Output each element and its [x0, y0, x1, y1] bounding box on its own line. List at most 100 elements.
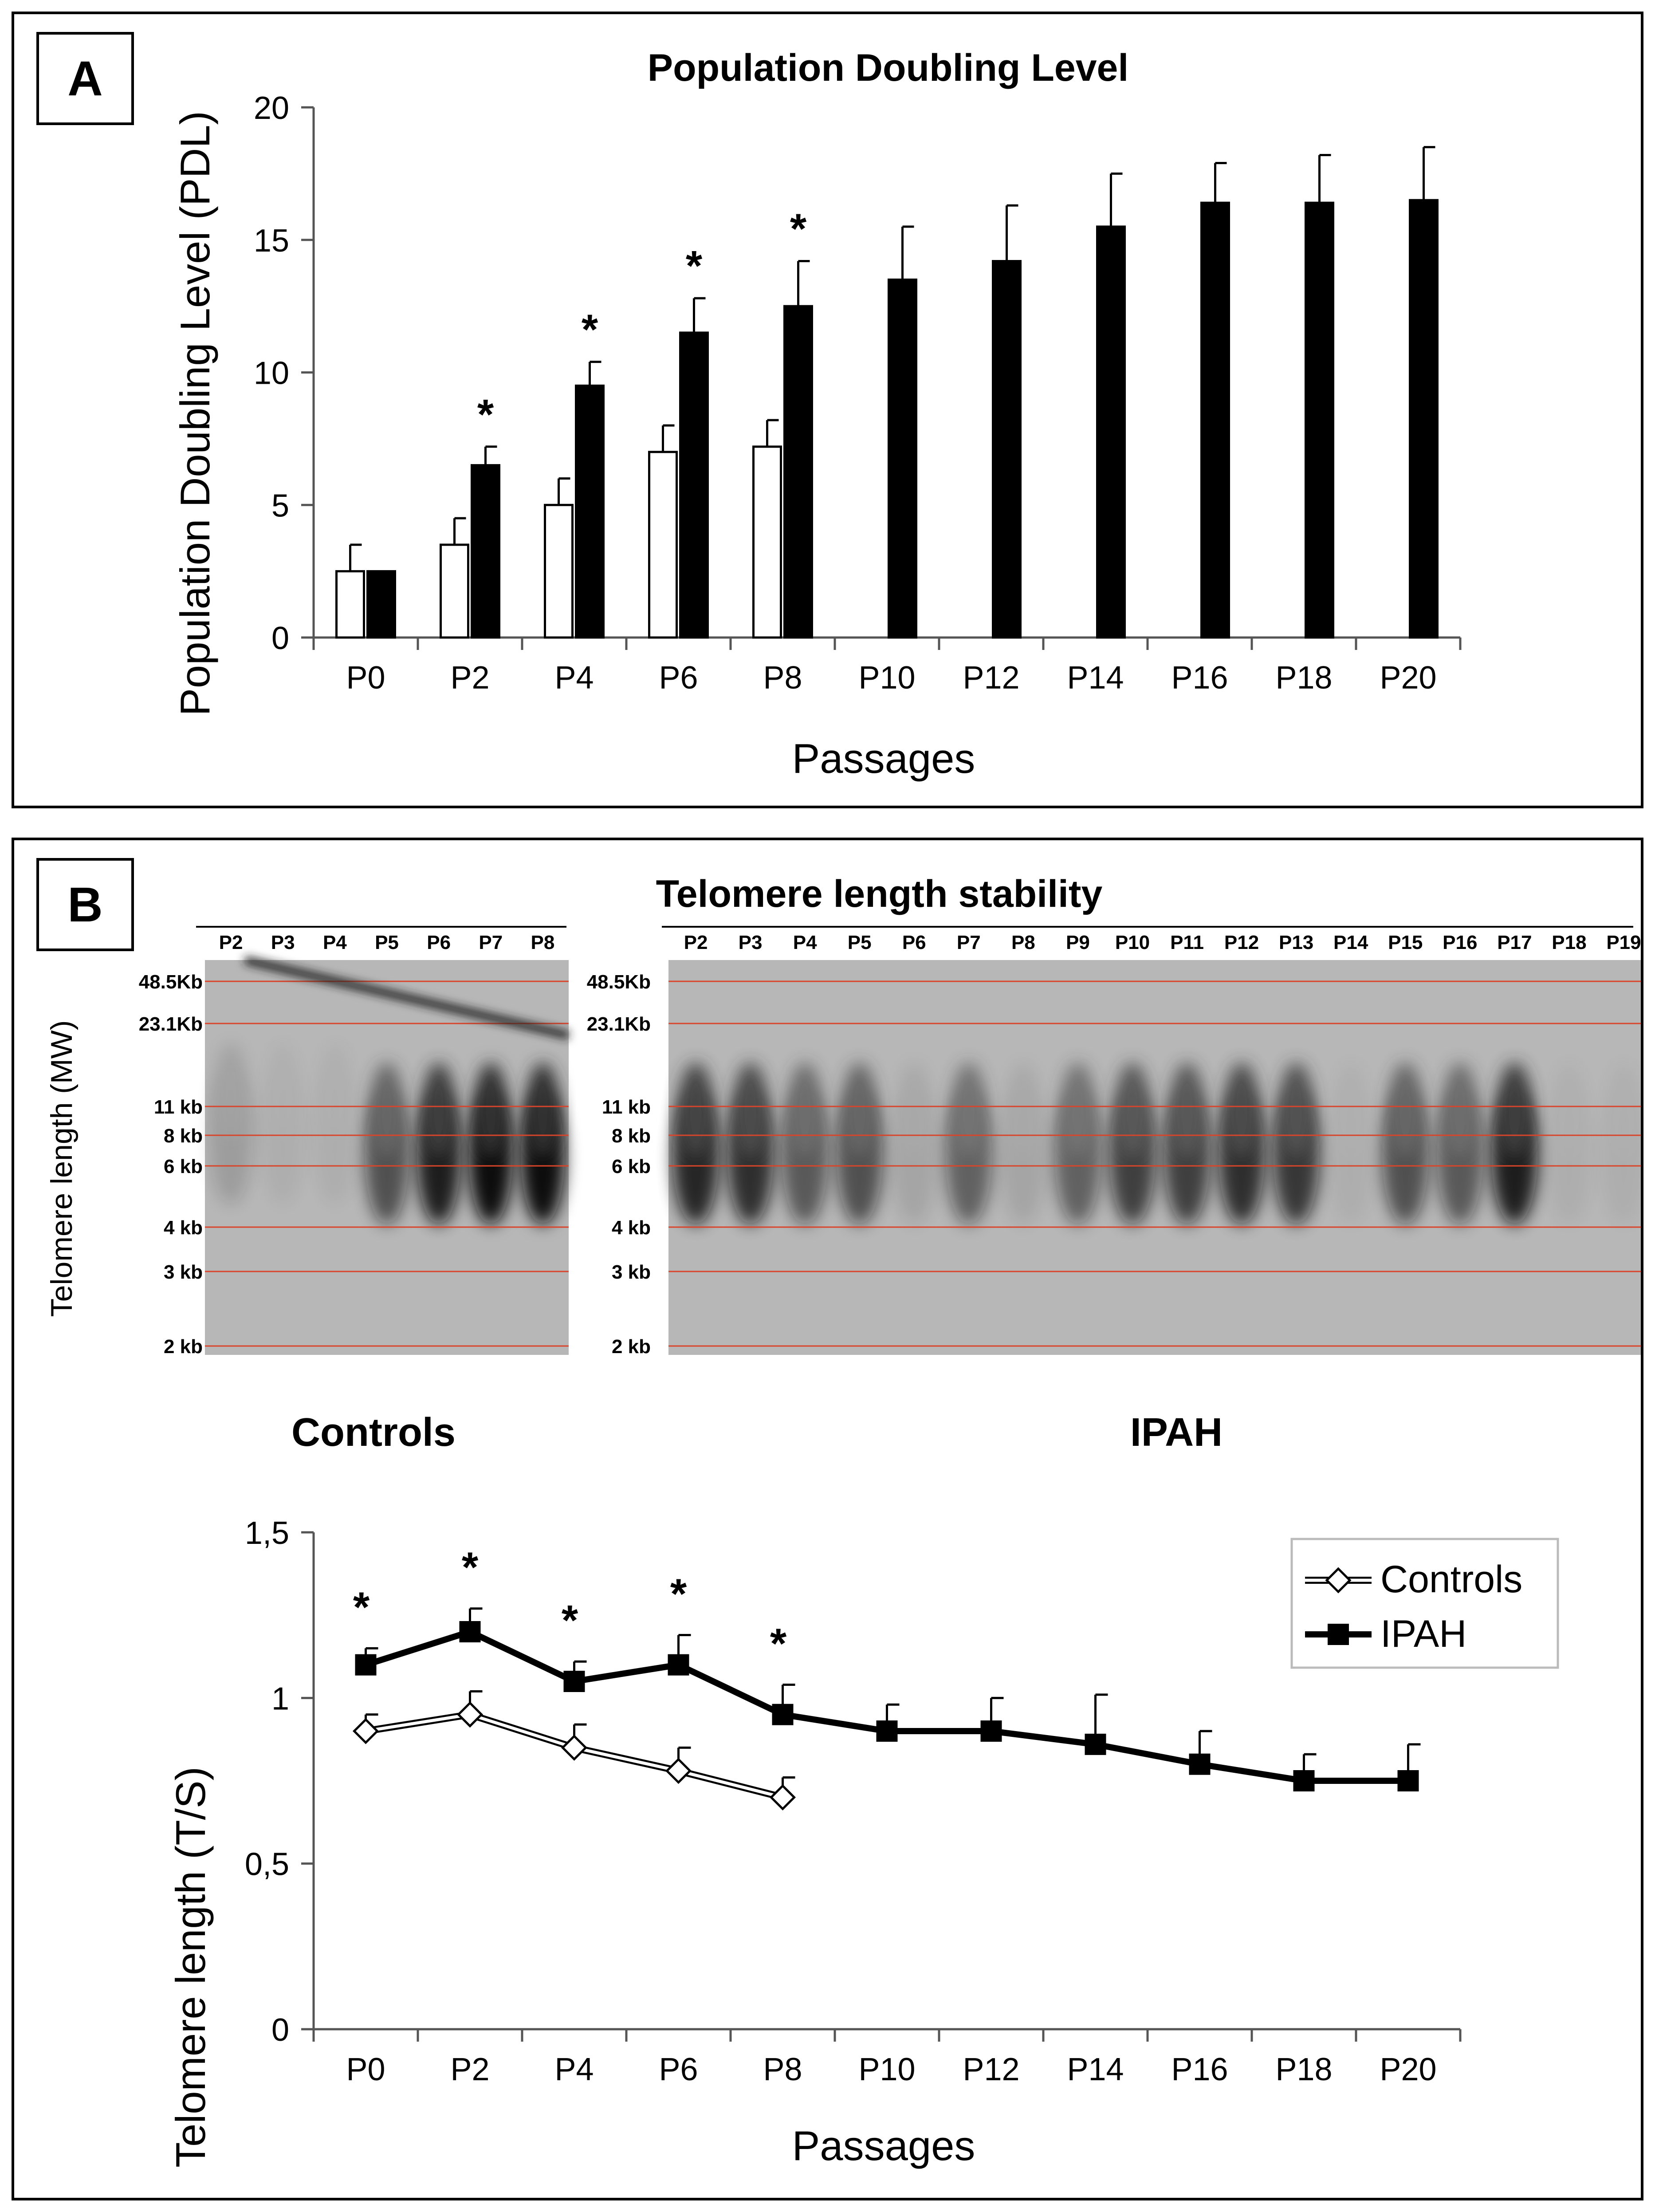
controls-blot-lane-label: P4 [323, 932, 347, 953]
controls-blot-band [209, 1043, 253, 1205]
significance-star: * [686, 242, 703, 290]
x-tick-label: P6 [659, 660, 698, 696]
panel-a-label: A [36, 32, 134, 125]
ipah-blot-marker-label: 6 kb [612, 1156, 651, 1177]
ipah-blot-band [1164, 1063, 1210, 1225]
ipah-blot-marker-label: 48.5Kb [587, 971, 651, 993]
x-tick-label: P2 [450, 660, 489, 696]
controls-blot-band [313, 1043, 357, 1205]
bar-ipah [1409, 199, 1439, 639]
controls-blot-marker-label: 8 kb [164, 1125, 203, 1147]
point-controls [352, 1718, 379, 1744]
ipah-blot-lane-label: P19 [1606, 932, 1641, 953]
ipah-blot-band [1600, 1063, 1641, 1225]
ipah-blot-marker-label: 11 kb [602, 1096, 651, 1118]
ipah-blot-band [1219, 1063, 1265, 1225]
controls-blot-lane-label: P3 [271, 932, 295, 953]
legend-box [1290, 1538, 1559, 1669]
point-ipah [1085, 1733, 1106, 1755]
ipah-blot-band [1000, 1063, 1046, 1225]
ipah-blot-marker-label: 8 kb [612, 1125, 651, 1147]
ipah-blot-lane-label: P9 [1066, 932, 1090, 953]
controls-blot-lane-label: P7 [479, 932, 503, 953]
controls-blot-marker-label: 48.5Kb [139, 971, 203, 993]
ipah-blot-lane-label: P2 [684, 932, 708, 953]
ipah-blot-band [672, 1063, 719, 1225]
point-controls [769, 1784, 796, 1811]
controls-blot-marker-label: 23.1Kb [139, 1013, 203, 1035]
point-controls [665, 1758, 692, 1784]
bar-chart: Population Doubling Level Population Dou… [172, 47, 1462, 782]
ipah-blot-lane-label: P3 [739, 932, 763, 953]
controls-blot-band [469, 1063, 513, 1225]
controls-blot-band [417, 1063, 461, 1225]
y-tick-label: 10 [254, 356, 289, 391]
controls-caption: Controls [291, 1410, 456, 1455]
blot-and-line-chart: Telomere length stability Telomere lengt… [45, 873, 1641, 2169]
significance-star: * [562, 1597, 578, 1644]
point-ipah [563, 1671, 585, 1692]
significance-star: * [670, 1570, 687, 1618]
ipah-blot-band [1437, 1063, 1483, 1225]
line-x-tick-label: P4 [554, 2052, 594, 2087]
ipah-blot-lane-label: P4 [793, 932, 817, 953]
bar-ipah [575, 384, 605, 639]
line-x-tick-label: P2 [450, 2052, 489, 2087]
ipah-blot-band [727, 1063, 774, 1225]
ipah-blot-lane-label: P8 [1011, 932, 1035, 953]
controls-blot-marker-label: 11 kb [154, 1096, 203, 1118]
point-ipah [772, 1704, 794, 1725]
panel-b-title: Telomere length stability [656, 873, 1103, 915]
ipah-blot-lane-label: P17 [1497, 932, 1532, 953]
x-tick-label: P8 [763, 660, 802, 696]
x-tick-label: P16 [1171, 660, 1228, 696]
ipah-blot-lane-label: P5 [848, 932, 872, 953]
bar-ipah [1200, 201, 1230, 639]
x-tick-label: P0 [346, 660, 385, 696]
controls-blot-marker-label: 6 kb [164, 1156, 203, 1177]
bar-ipah [992, 260, 1022, 639]
x-tick-label: P18 [1275, 660, 1332, 696]
legend-ipah-marker [1328, 1624, 1349, 1645]
significance-star: * [477, 391, 494, 438]
ipah-blot-marker-label: 23.1Kb [587, 1013, 651, 1035]
line-y-axis-label: Telomere length (T/S) [167, 1767, 214, 2168]
legend: Controls IPAH [1290, 1538, 1559, 1669]
controls-blot-marker-label: 3 kb [164, 1261, 203, 1283]
bar-ipah [366, 570, 396, 639]
line-y-tick-label: 0 [271, 2012, 289, 2048]
controls-blot-lane-label: P6 [427, 932, 451, 953]
bar-ipah [1096, 225, 1126, 639]
ipah-blot-band [1382, 1063, 1428, 1225]
bar-ipah [783, 305, 813, 639]
y-tick-label: 15 [254, 223, 289, 259]
x-tick-label: P14 [1067, 660, 1124, 696]
ipah-blot-band [946, 1063, 992, 1225]
point-controls [456, 1701, 484, 1728]
panel-b-label: B [36, 858, 134, 951]
ipah-blot-band [782, 1063, 828, 1225]
bar-controls [440, 543, 469, 639]
significance-star: * [353, 1583, 370, 1631]
bar-controls [544, 504, 574, 639]
line-x-axis-label: Passages [792, 2122, 975, 2169]
line-y-tick-label: 1 [271, 1681, 289, 1716]
significance-star: * [790, 205, 807, 253]
bar-ipah [888, 278, 917, 639]
ipah-blot-lane-label: P18 [1552, 932, 1586, 953]
ipah-blot-band [1109, 1063, 1156, 1225]
ipah-blot-lane-label: P6 [902, 932, 926, 953]
bar-controls [648, 451, 678, 639]
point-ipah [355, 1654, 377, 1676]
x-tick-label: P4 [554, 660, 594, 696]
ipah-blot-lane-label: P7 [957, 932, 981, 953]
controls-blot-lane-label: P8 [531, 932, 555, 953]
significance-star: * [770, 1620, 787, 1667]
y-tick-label: 20 [254, 91, 289, 126]
ipah-blot-band [891, 1063, 937, 1225]
panel-b: B Telomere length stability Telomere len… [12, 838, 1643, 2200]
line-y-tick-label: 0,5 [245, 1847, 289, 1882]
ipah-blot-band [837, 1063, 883, 1225]
ipah-blot-lane-label: P12 [1224, 932, 1259, 953]
bar-controls [752, 445, 782, 639]
